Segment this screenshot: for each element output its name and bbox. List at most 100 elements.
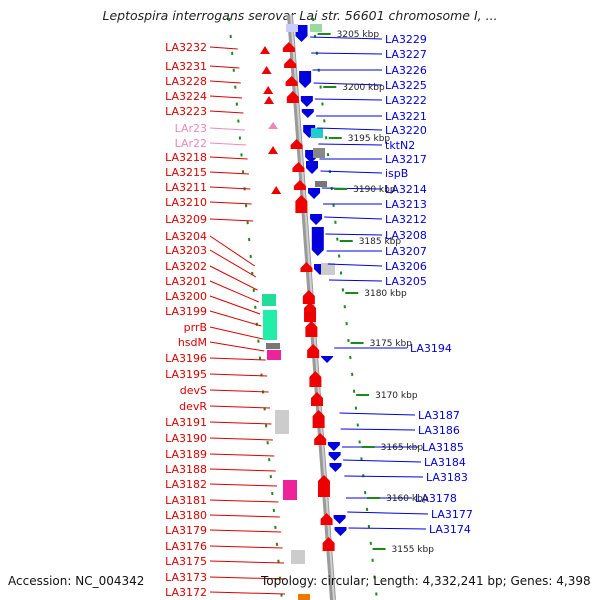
leader-line-left <box>209 235 255 267</box>
gene-label-left: LA3223 <box>165 105 207 118</box>
gene-box <box>262 294 276 306</box>
forward-gene-arrow <box>268 146 278 154</box>
leader-line-left <box>209 201 252 205</box>
gene-label-left: hsdM <box>178 336 207 349</box>
leader-line-right <box>347 511 429 515</box>
leader-line-left <box>209 357 266 361</box>
forward-gene-arrow <box>284 58 297 68</box>
gene-label-right: LA3220 <box>385 124 427 137</box>
leader-line-left <box>209 295 261 315</box>
kbp-tick-label: 3190 kbp <box>353 185 396 195</box>
leader-line-left <box>209 265 258 291</box>
gene-box <box>321 263 335 275</box>
forward-gene-arrow <box>282 42 295 52</box>
kbp-tick-label: 3175 kbp <box>370 339 413 349</box>
reverse-gene-arrow <box>301 109 314 118</box>
leader-line-left <box>209 437 273 441</box>
gene-label-left: LA3196 <box>165 352 207 365</box>
tick-dashes <box>228 17 283 600</box>
reverse-gene-arrow <box>310 214 323 225</box>
gene-label-left: LA3190 <box>165 432 207 445</box>
gene-box <box>263 310 277 340</box>
gene-label-left: LA3200 <box>165 290 207 303</box>
leader-line-left <box>209 156 248 160</box>
kbp-tick-label: 3195 kbp <box>348 134 391 144</box>
gene-label-left: devS <box>180 384 207 397</box>
leader-line-left <box>209 468 276 472</box>
kbp-tick-label: 3165 kbp <box>381 443 424 453</box>
forward-gene-arrow <box>285 76 298 86</box>
leader-line-left <box>209 171 249 175</box>
gene-label-right: LA3186 <box>418 424 460 437</box>
gene-label-left: LA3189 <box>165 448 207 461</box>
gene-label-right: LA3174 <box>429 523 471 536</box>
leader-line-right <box>327 263 383 267</box>
strand-lines <box>228 17 378 600</box>
gene-box <box>313 148 325 158</box>
leader-line-right <box>340 428 416 431</box>
leader-line-right <box>314 98 383 101</box>
reverse-gene-arrow <box>329 463 342 472</box>
gene-label-left: LA3231 <box>165 60 207 73</box>
leader-line-left <box>209 249 257 278</box>
leader-line-left <box>209 421 272 425</box>
gene-label-left: LA3175 <box>165 555 207 568</box>
leader-line-left <box>209 310 262 327</box>
gene-box <box>315 181 327 187</box>
forward-gene-arrow <box>314 433 327 445</box>
leader-line-left <box>209 453 275 457</box>
gene-box <box>291 550 305 564</box>
forward-gene-arrow <box>320 513 333 525</box>
kbp-ticks: 3205 kbp 3200 kbp 3195 kbp 3190 kbp 3185 kbp… <box>317 30 434 555</box>
gene-box <box>267 350 281 360</box>
gene-box <box>286 24 298 32</box>
gene-box <box>311 128 323 138</box>
leader-line-right <box>348 527 427 530</box>
leader-line-left <box>209 46 238 50</box>
leader-line-left <box>209 591 286 595</box>
gene-label-left: LA3232 <box>165 41 207 54</box>
leader-line-left <box>209 142 247 146</box>
reverse-gene-arrow <box>306 161 319 174</box>
forward-gene-arrow <box>304 302 317 322</box>
forward-gene-arrow <box>317 475 330 497</box>
gene-box <box>283 480 297 500</box>
forward-gene-arrow <box>260 46 270 54</box>
leader-line-right <box>311 52 383 55</box>
leader-line-left <box>209 110 244 114</box>
gene-label-left: LA3202 <box>165 260 207 273</box>
forward-gene-arrow <box>261 66 272 74</box>
gene-label-left: devR <box>179 400 207 413</box>
kbp-tick-label: 3180 kbp <box>364 289 407 299</box>
forward-gene-arrow <box>290 139 303 149</box>
kbp-tick-label: 3160 kbp <box>386 494 429 504</box>
gene-box <box>266 343 280 349</box>
gene-label-left: LA3218 <box>165 151 207 164</box>
gene-label-right: LA3205 <box>385 275 427 288</box>
gene-label-left: LA3209 <box>165 213 207 226</box>
forward-gene-arrow <box>263 86 274 94</box>
gene-label-right: tktN2 <box>385 139 415 152</box>
leader-line-left <box>209 483 278 487</box>
gene-label-right: LA3227 <box>385 48 427 61</box>
leader-line-right <box>321 187 383 190</box>
leader-line-right <box>313 82 383 86</box>
gene-label-left: LA3211 <box>165 181 207 194</box>
leader-line-right <box>320 170 383 174</box>
leader-line-right <box>324 216 383 220</box>
leader-line-left <box>209 373 268 377</box>
gene-label-left: LA3204 <box>165 230 207 243</box>
gene-label-right: LA3229 <box>385 33 427 46</box>
gene-label-left: LA3188 <box>165 463 207 476</box>
gene-label-left: LA3182 <box>165 478 207 491</box>
gene-label-left: LA3210 <box>165 196 207 209</box>
forward-gene-arrow <box>264 96 274 104</box>
reverse-gene-arrow <box>327 442 340 451</box>
leader-line-left <box>209 405 271 409</box>
forward-gene-arrow <box>295 195 308 213</box>
gene-label-right: LA3206 <box>385 260 427 273</box>
gene-box <box>310 24 322 32</box>
gene-labels: LA3232 LA3231 LA3228 LA3224 LA3223 LAr23 LAr22… <box>165 33 473 599</box>
gene-label-right: LA3207 <box>385 245 427 258</box>
